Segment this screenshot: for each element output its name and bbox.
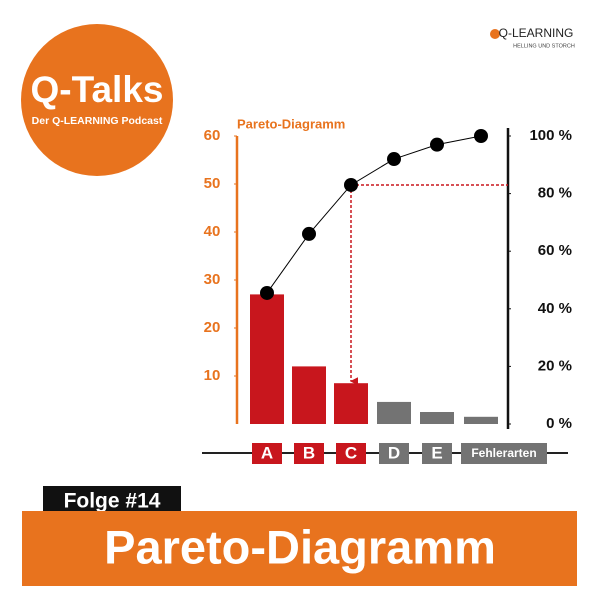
y-tick-label: 20 (204, 319, 221, 336)
bar (377, 401, 411, 424)
x-tick-label: D (388, 443, 400, 462)
cumulative-point (260, 285, 274, 300)
y2-tick-label: 100 % (529, 127, 572, 144)
y-tick-label: 40 (204, 223, 221, 240)
x-tick-label: B (303, 443, 315, 462)
podcast-title: Q-Talks (31, 69, 164, 110)
y-tick-label: 30 (204, 271, 221, 288)
banner-title: Pareto-Diagramm (104, 520, 496, 573)
bar (334, 383, 368, 424)
x-tick-label: Fehlerarten (471, 446, 536, 460)
podcast-subtitle: Der Q-LEARNING Podcast (32, 115, 163, 127)
y-tick-label: 10 (204, 367, 221, 384)
cumulative-line (266, 135, 482, 294)
podcast-badge (21, 24, 173, 176)
logo-subtitle: HELLING UND STORCH (513, 43, 575, 49)
y2-tick-label: 40 % (538, 300, 572, 317)
chart-title: Pareto-Diagramm (237, 116, 345, 131)
category-box (422, 443, 452, 464)
bar (464, 416, 498, 424)
x-tick-label: A (261, 443, 273, 462)
bar (420, 412, 454, 424)
cumulative-point (344, 177, 358, 192)
y2-tick-label: 0 % (546, 415, 572, 432)
x-tick-label: C (345, 443, 357, 462)
cumulative-point (474, 129, 488, 143)
y-tick-label: 60 (204, 127, 221, 144)
y2-tick-label: 80 % (538, 185, 572, 202)
logo: Q-LEARNING (499, 26, 574, 40)
cumulative-point (387, 152, 401, 167)
category-box (294, 443, 324, 464)
y2-tick-label: 60 % (538, 242, 572, 259)
bar (250, 294, 284, 424)
cumulative-point (430, 137, 444, 152)
logo-icon (490, 29, 500, 39)
category-box (252, 443, 282, 464)
y-tick-label: 50 (204, 175, 221, 192)
x-tick-label: E (431, 443, 442, 462)
category-box (336, 443, 366, 464)
y2-tick-label: 20 % (538, 357, 572, 374)
bar (292, 366, 326, 424)
category-box (379, 443, 409, 464)
category-box (461, 443, 547, 464)
plot: 10 20 30 40 50 60 0 % 20 % 40 % 60 % 80 % 100 % A B C D… (204, 127, 572, 464)
episode-label: Folge #14 (64, 490, 161, 513)
cumulative-point (302, 226, 316, 241)
banner (22, 511, 577, 586)
